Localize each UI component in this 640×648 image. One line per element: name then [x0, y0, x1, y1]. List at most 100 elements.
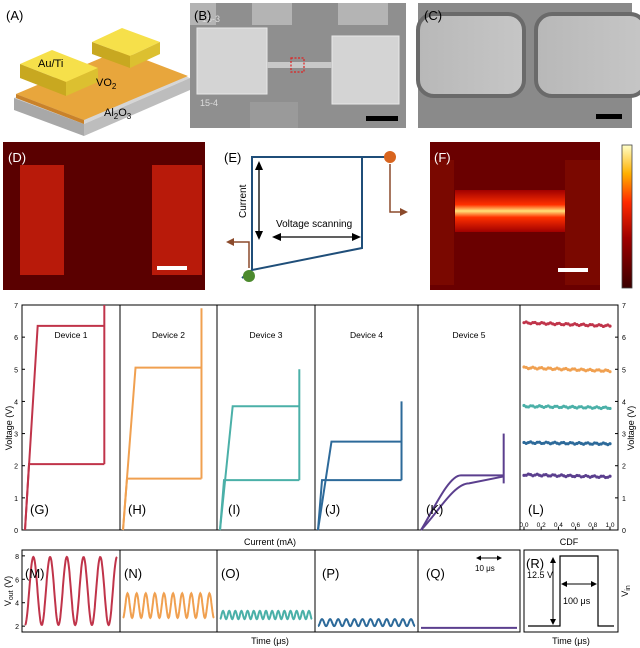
sem-label-top: 15-3: [202, 14, 220, 24]
colorbar: [621, 144, 633, 289]
device-label-1: Device 1: [54, 330, 87, 340]
cdf-point-2: [599, 369, 603, 373]
cdf-ytick-label: 5: [622, 367, 626, 374]
letter-d: (D): [8, 150, 26, 165]
pulse-r: 12.5 V 100 μs: [527, 555, 614, 627]
sem-b-zoom-box: [290, 57, 305, 73]
scale-bar-f: [558, 268, 588, 272]
sem-b-pad-corner: [190, 3, 216, 25]
iv-curve-5-lower: [420, 475, 504, 531]
cdf-xtick-label: 0.0: [519, 522, 528, 529]
iv-curve-3-lower: [219, 479, 300, 531]
iv-frames: [21, 304, 619, 531]
vo2-film: [16, 50, 188, 120]
cdf-ytick-label: 4: [622, 399, 626, 406]
osc-ytick-label: 8: [15, 554, 19, 561]
cdf-points: [522, 320, 612, 480]
cdf-point-4: [564, 442, 568, 446]
electrode-left-front: [20, 64, 66, 96]
letter-f: (F): [434, 150, 451, 165]
letter-e: (E): [224, 150, 241, 165]
osc-trace-1: [24, 555, 118, 627]
cdf-ylabel: Voltage (V): [626, 406, 636, 451]
time-scale-arrow-right: [497, 555, 502, 561]
cdf-xtick-label: 0.8: [588, 522, 597, 529]
iv-ytick-label: 7: [14, 303, 18, 310]
panel-f: [430, 142, 633, 290]
electrode-right-side: [130, 42, 160, 68]
iv-xlabel: Current (mA): [244, 537, 296, 547]
iv-curve-1-upper: [24, 324, 105, 531]
letter-r: (R): [526, 556, 544, 571]
high-state-arrow-head: [400, 208, 408, 216]
cdf-point-5: [599, 474, 603, 478]
thermal-d-electrode-right: [152, 165, 202, 275]
device-labels: Device 1 Device 2 Device 3 Device 4 Device 5: [54, 330, 485, 340]
panel-c: [416, 3, 640, 128]
iv-curve-4-upper: [317, 440, 402, 531]
cdf-point-1: [608, 324, 612, 328]
cdf-ytick-label: 7: [622, 303, 626, 310]
cdf-xtick-label: 0.4: [554, 522, 563, 529]
iv-curve-4-lower: [317, 479, 402, 531]
low-state-dot: [243, 270, 255, 282]
current-arrow-head-top: [255, 161, 263, 170]
cdf-point-3: [608, 406, 612, 411]
letter-l: (L): [528, 502, 544, 517]
sem-b-pad-left: [196, 27, 268, 95]
sem-c-electrode-left: [416, 12, 526, 98]
iv-ytick-label: 5: [14, 367, 18, 374]
pulse-ylabel: Vin: [620, 585, 632, 597]
iv-ytick-label: 2: [14, 464, 18, 471]
panel-e-annotations: Current Voltage scanning: [226, 151, 408, 282]
high-state-dot: [384, 151, 396, 163]
substrate-side: [84, 78, 190, 136]
low-state-arrow-head: [226, 238, 234, 246]
cdf-point-3: [553, 404, 557, 408]
letter-i: (I): [228, 502, 240, 517]
electrode-right-top: [92, 28, 160, 56]
low-state-arrow: [232, 241, 250, 268]
film-label: VO2: [96, 77, 117, 91]
letter-o: (O): [221, 566, 240, 581]
voltage-arrow-head-right: [352, 233, 361, 241]
osc-ytick-label: 2: [15, 624, 19, 631]
sem-c-electrode-right: [534, 12, 640, 98]
cdf-xtick-label: 0.2: [537, 522, 546, 529]
amplitude-arrow-head-bottom: [550, 619, 556, 625]
electrode-right-front: [92, 42, 130, 68]
thermal-d-electrode-left: [20, 165, 64, 275]
vo2-edge: [16, 94, 84, 124]
cdf-point-3: [581, 406, 586, 410]
device-label-4: Device 4: [350, 330, 383, 340]
pulse-xlabel: Time (μs): [552, 636, 590, 646]
iv-ytick-label: 3: [14, 432, 18, 439]
current-arrow-head-bottom: [255, 231, 263, 240]
osc-ytick-label: 6: [15, 577, 19, 584]
thermal-f-electrode-right: [565, 160, 600, 285]
electrode-left-top: [20, 50, 98, 82]
sem-b-channel: [267, 62, 332, 68]
letter-j: (J): [325, 502, 340, 517]
panel-e: [241, 156, 392, 279]
osc-axis-ticks: 2 4 6 8: [15, 554, 25, 631]
pulse-trace: [528, 555, 614, 627]
letter-h: (H): [128, 502, 146, 517]
width-label: 100 μs: [563, 596, 591, 606]
sem-b-pad-bottom: [250, 102, 298, 128]
electrode-left-side: [66, 68, 98, 96]
cdf-point-2: [608, 370, 612, 374]
electrode-label: Au/Ti: [38, 58, 63, 70]
device-label-3: Device 3: [249, 330, 282, 340]
cdf-ytick-label: 1: [622, 496, 626, 503]
substrate-front: [14, 98, 84, 136]
amplitude-label: 12.5 V: [527, 570, 553, 580]
iv-sketch-curve: [241, 156, 392, 279]
osc-ylabel: Vout (V): [3, 576, 15, 606]
letter-a: (A): [6, 8, 23, 23]
high-state-arrow: [389, 164, 402, 213]
time-scale-label: 10 μs: [475, 564, 495, 573]
letter-k: (K): [426, 502, 443, 517]
cdf-ytick-label: 0: [622, 528, 626, 535]
device-label-2: Device 2: [152, 330, 185, 340]
